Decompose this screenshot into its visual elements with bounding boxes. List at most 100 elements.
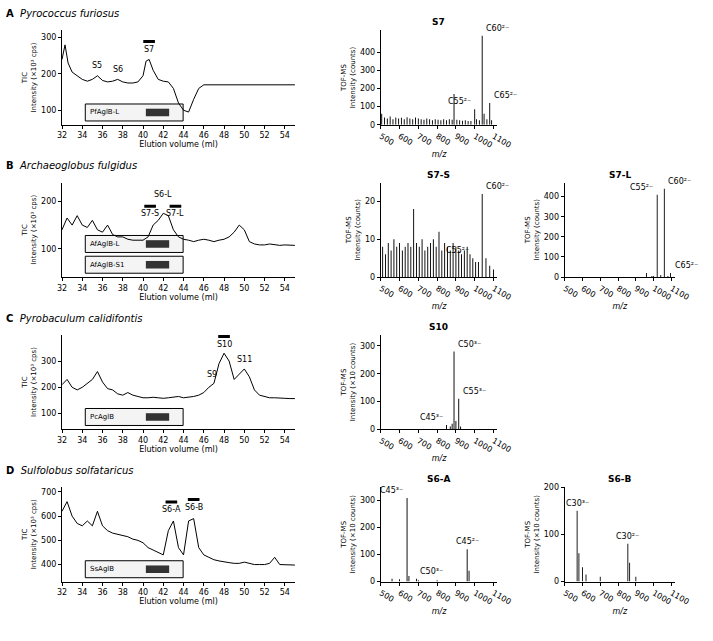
svg-text:m/z: m/z — [432, 454, 447, 463]
svg-text:C50³⁻: C50³⁻ — [458, 340, 481, 349]
svg-text:500: 500 — [378, 436, 396, 451]
svg-text:32: 32 — [57, 131, 67, 140]
svg-text:600: 600 — [397, 589, 415, 604]
svg-text:900: 900 — [453, 436, 471, 451]
svg-text:C60²⁻: C60²⁻ — [486, 24, 509, 33]
svg-text:800: 800 — [434, 284, 452, 299]
svg-text:SsAglB: SsAglB — [90, 565, 114, 573]
svg-text:100: 100 — [360, 397, 375, 406]
svg-text:A Pyrococcus furiosus: A Pyrococcus furiosus — [6, 8, 119, 19]
svg-text:D Sulfolobus solfataricus: D Sulfolobus solfataricus — [6, 465, 133, 476]
svg-text:600: 600 — [41, 512, 56, 521]
svg-text:TICIntensity (×10³ cps): TICIntensity (×10³ cps) — [21, 347, 38, 417]
svg-text:300: 300 — [41, 33, 56, 42]
svg-text:m/z: m/z — [432, 607, 447, 616]
svg-text:42: 42 — [158, 588, 168, 597]
svg-text:200: 200 — [360, 370, 375, 379]
svg-text:48: 48 — [219, 284, 229, 293]
svg-text:54: 54 — [280, 436, 290, 445]
svg-text:100: 100 — [41, 106, 56, 115]
svg-text:32: 32 — [57, 588, 67, 597]
svg-text:TOF-MSIntensity (counts): TOF-MSIntensity (counts) — [345, 199, 362, 261]
svg-text:34: 34 — [77, 588, 87, 597]
svg-text:0: 0 — [554, 273, 559, 282]
svg-text:600: 600 — [579, 589, 597, 604]
svg-text:48: 48 — [219, 131, 229, 140]
svg-text:S6-B: S6-B — [185, 503, 203, 512]
svg-text:46: 46 — [199, 588, 209, 597]
svg-text:200: 200 — [41, 383, 56, 392]
svg-text:500: 500 — [378, 132, 396, 147]
svg-text:38: 38 — [118, 588, 128, 597]
svg-text:C50³⁻: C50³⁻ — [420, 567, 443, 576]
svg-text:200: 200 — [41, 70, 56, 79]
svg-text:44: 44 — [178, 131, 188, 140]
svg-text:TOF-MSIntensity (×10 counts): TOF-MSIntensity (×10 counts) — [340, 343, 357, 422]
svg-text:AfAglB-S1: AfAglB-S1 — [90, 261, 124, 269]
svg-text:700: 700 — [41, 488, 56, 497]
svg-text:1100: 1100 — [490, 284, 512, 302]
svg-text:52: 52 — [259, 436, 269, 445]
svg-text:C55²⁻: C55²⁻ — [630, 183, 653, 192]
svg-text:500: 500 — [378, 284, 396, 299]
svg-text:C55²⁻: C55²⁻ — [446, 246, 469, 255]
svg-text:36: 36 — [97, 588, 107, 597]
svg-text:100: 100 — [544, 253, 559, 262]
svg-text:C55²⁻: C55²⁻ — [448, 97, 471, 106]
svg-text:C45³⁻: C45³⁻ — [420, 413, 443, 422]
svg-text:44: 44 — [178, 284, 188, 293]
svg-text:34: 34 — [77, 284, 87, 293]
svg-text:100: 100 — [41, 409, 56, 418]
svg-text:C60²⁻: C60²⁻ — [486, 182, 509, 191]
svg-text:TICIntensity (×10³ cps): TICIntensity (×10³ cps) — [21, 499, 38, 569]
svg-text:C30³⁻: C30³⁻ — [566, 499, 589, 508]
svg-text:B Archaeoglobus fulgidus: B Archaeoglobus fulgidus — [6, 160, 137, 171]
svg-text:200: 200 — [360, 523, 375, 532]
svg-text:48: 48 — [219, 588, 229, 597]
svg-text:400: 400 — [360, 48, 375, 57]
svg-text:44: 44 — [178, 436, 188, 445]
svg-text:800: 800 — [434, 436, 452, 451]
svg-text:700: 700 — [597, 589, 615, 604]
svg-text:TICIntensity (×10³ cps): TICIntensity (×10³ cps) — [21, 42, 38, 112]
svg-text:200: 200 — [544, 233, 559, 242]
svg-text:40: 40 — [138, 131, 148, 140]
svg-text:42: 42 — [158, 284, 168, 293]
svg-text:46: 46 — [199, 284, 209, 293]
svg-text:S10: S10 — [429, 322, 448, 332]
svg-text:800: 800 — [615, 284, 633, 299]
svg-text:S5: S5 — [92, 61, 102, 70]
svg-text:S7: S7 — [432, 17, 445, 27]
svg-text:TOF-MSIntensity (counts): TOF-MSIntensity (counts) — [340, 47, 357, 109]
svg-text:38: 38 — [118, 131, 128, 140]
svg-text:100: 100 — [544, 530, 559, 539]
svg-text:100: 100 — [360, 550, 375, 559]
svg-text:S11: S11 — [237, 355, 252, 364]
svg-text:300: 300 — [360, 66, 375, 75]
svg-text:44: 44 — [178, 588, 188, 597]
svg-text:52: 52 — [259, 588, 269, 597]
svg-text:50: 50 — [239, 131, 249, 140]
svg-text:32: 32 — [57, 436, 67, 445]
svg-text:38: 38 — [118, 436, 128, 445]
svg-text:300: 300 — [360, 496, 375, 505]
svg-text:1000: 1000 — [651, 589, 673, 607]
svg-text:36: 36 — [97, 284, 107, 293]
svg-text:m/z: m/z — [432, 302, 447, 311]
svg-text:42: 42 — [158, 436, 168, 445]
svg-text:300: 300 — [544, 213, 559, 222]
svg-text:S7-S: S7-S — [427, 170, 450, 180]
svg-text:0: 0 — [554, 577, 559, 586]
svg-text:Elution volume (ml): Elution volume (ml) — [139, 293, 218, 302]
svg-text:46: 46 — [199, 436, 209, 445]
svg-text:40: 40 — [138, 588, 148, 597]
svg-text:500: 500 — [562, 284, 580, 299]
svg-text:800: 800 — [434, 132, 452, 147]
svg-text:S6-A: S6-A — [427, 474, 450, 484]
svg-text:36: 36 — [97, 131, 107, 140]
svg-text:400: 400 — [41, 560, 56, 569]
svg-text:C Pyrobaculum calidifontis: C Pyrobaculum calidifontis — [6, 313, 142, 324]
svg-text:600: 600 — [397, 284, 415, 299]
svg-text:600: 600 — [397, 132, 415, 147]
svg-text:1000: 1000 — [472, 589, 494, 607]
